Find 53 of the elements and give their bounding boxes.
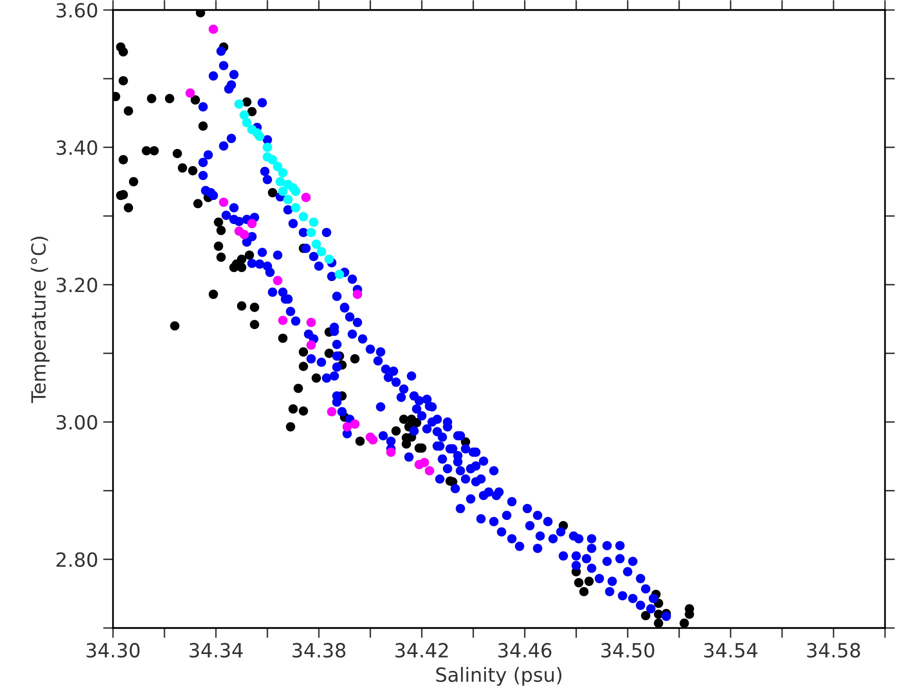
point xyxy=(234,99,244,109)
point xyxy=(327,407,336,416)
point xyxy=(420,458,430,468)
y-tick-label: 2.80 xyxy=(56,552,98,567)
point xyxy=(368,435,378,445)
point xyxy=(334,270,344,280)
point xyxy=(298,212,308,222)
point xyxy=(342,422,352,432)
point xyxy=(268,155,278,164)
x-tick-label: 34.38 xyxy=(292,642,346,658)
point xyxy=(273,162,282,172)
x-tick-label: 34.30 xyxy=(86,642,140,658)
point xyxy=(242,118,252,128)
y-tick-label: 3.40 xyxy=(56,140,98,155)
point xyxy=(386,448,396,457)
y-tick-label: 3.60 xyxy=(56,2,98,18)
point xyxy=(312,239,321,249)
point xyxy=(262,142,272,152)
point xyxy=(240,110,249,120)
x-tick-label: 34.34 xyxy=(190,642,243,658)
y-axis-title: Temperature (°C) xyxy=(30,236,50,403)
x-tick-label: 34.50 xyxy=(601,642,654,658)
point xyxy=(255,132,264,142)
point xyxy=(301,192,311,202)
point xyxy=(352,290,362,299)
point xyxy=(186,88,195,98)
point xyxy=(324,254,334,264)
point xyxy=(278,168,288,178)
point xyxy=(306,318,316,328)
point xyxy=(424,466,434,476)
point xyxy=(208,24,218,34)
y-tick-label: 3.00 xyxy=(56,414,98,430)
x-tick-label: 34.46 xyxy=(498,642,552,658)
point xyxy=(306,340,316,350)
point xyxy=(276,177,285,186)
point xyxy=(291,203,300,212)
point xyxy=(247,218,257,228)
x-tick-label: 34.42 xyxy=(395,642,448,658)
point xyxy=(283,194,293,204)
point xyxy=(278,186,288,196)
y-tick-label: 3.20 xyxy=(56,278,98,292)
point xyxy=(309,218,318,227)
point xyxy=(218,198,228,207)
point xyxy=(240,230,249,240)
point xyxy=(306,228,316,238)
point xyxy=(350,419,360,429)
x-axis-title: Salinity (psu) xyxy=(436,666,562,686)
point xyxy=(273,276,282,286)
point xyxy=(278,316,288,326)
x-tick-label: 34.54 xyxy=(704,642,758,658)
point xyxy=(291,186,300,196)
x-tick-label: 34.58 xyxy=(807,642,860,658)
point xyxy=(316,247,326,256)
